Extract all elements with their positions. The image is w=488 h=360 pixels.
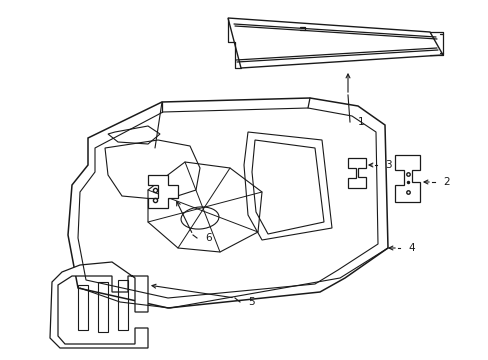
Text: 2: 2: [442, 177, 448, 187]
Text: 5: 5: [247, 297, 254, 307]
Polygon shape: [148, 175, 178, 208]
Polygon shape: [394, 155, 419, 202]
Text: 1: 1: [357, 117, 364, 127]
Text: 4: 4: [407, 243, 414, 253]
Text: 3: 3: [384, 160, 391, 170]
Text: 6: 6: [204, 233, 211, 243]
Polygon shape: [68, 98, 387, 308]
Polygon shape: [347, 158, 365, 188]
Polygon shape: [50, 262, 148, 348]
Polygon shape: [227, 18, 442, 68]
